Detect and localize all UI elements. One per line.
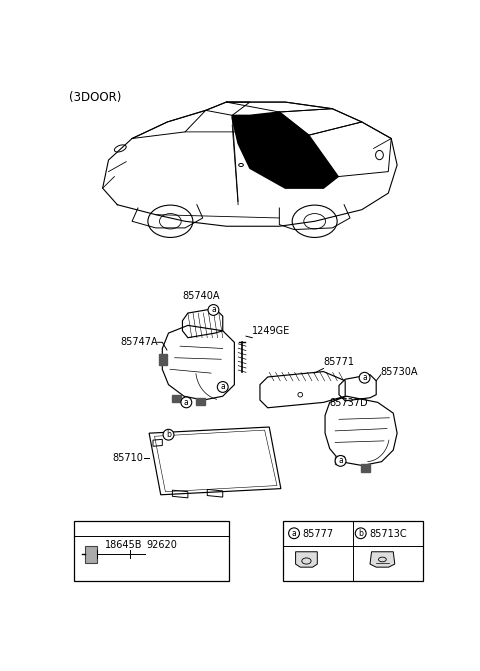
Circle shape xyxy=(181,397,192,408)
Circle shape xyxy=(359,372,370,383)
Text: 1249GE: 1249GE xyxy=(252,326,290,336)
Circle shape xyxy=(163,429,174,440)
Text: 85740A: 85740A xyxy=(182,291,220,301)
Bar xyxy=(335,456,345,464)
Text: 85737D: 85737D xyxy=(330,398,368,408)
Bar xyxy=(85,546,97,562)
Circle shape xyxy=(288,528,300,539)
Text: 85730A: 85730A xyxy=(381,366,419,376)
Circle shape xyxy=(355,528,366,539)
Polygon shape xyxy=(370,552,395,567)
Text: a: a xyxy=(362,373,367,382)
Text: b: b xyxy=(166,430,171,440)
Text: 92620: 92620 xyxy=(147,540,178,550)
Text: a: a xyxy=(211,305,216,315)
Bar xyxy=(74,521,229,581)
Bar xyxy=(283,521,423,581)
Text: (3DOOR): (3DOOR) xyxy=(69,91,121,104)
Text: 85771: 85771 xyxy=(324,357,355,367)
Circle shape xyxy=(335,456,346,466)
Circle shape xyxy=(208,305,219,315)
Text: a: a xyxy=(184,398,189,407)
Text: 85777: 85777 xyxy=(302,529,334,539)
Polygon shape xyxy=(232,112,338,188)
Bar xyxy=(159,354,167,364)
Text: a: a xyxy=(338,456,343,466)
Circle shape xyxy=(217,382,228,393)
Text: 18645B: 18645B xyxy=(105,540,143,550)
Bar xyxy=(360,464,370,472)
Text: 85747A: 85747A xyxy=(120,338,157,348)
Bar xyxy=(172,395,181,403)
Text: 85710: 85710 xyxy=(113,453,144,463)
Text: a: a xyxy=(220,382,225,391)
Polygon shape xyxy=(296,552,317,567)
Text: a: a xyxy=(292,529,297,537)
Text: b: b xyxy=(358,529,363,537)
Text: 85713C: 85713C xyxy=(369,529,407,539)
Bar xyxy=(196,398,205,405)
